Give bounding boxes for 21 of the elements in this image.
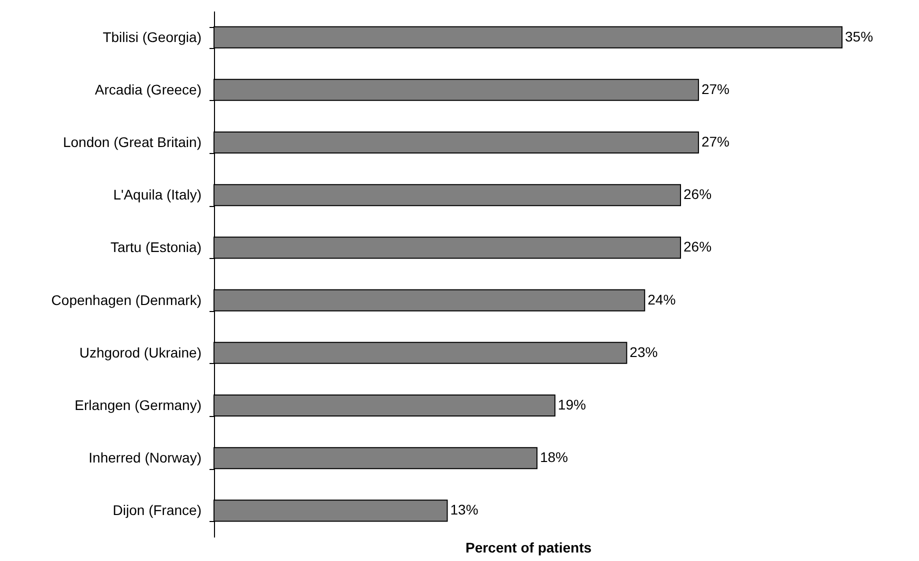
x-axis-title: Percent of patients [465,540,592,556]
y-tick-label: Tbilisi (Georgia) [102,28,202,45]
data-label: 26% [684,186,712,202]
data-label: 26% [684,238,712,255]
y-tick-label: Uzhgorod (Ukraine) [79,344,202,360]
y-tick-label: L'Aquila (Italy) [113,186,202,203]
data-label: 27% [701,134,730,150]
data-label: 13% [450,502,478,518]
y-tick-label: Dijon (France) [112,502,202,518]
data-label: 19% [558,396,586,412]
data-label: 35% [845,28,874,44]
y-tick-label: London (Great Britain) [62,134,202,150]
data-label: 23% [630,344,658,360]
data-label: 27% [701,80,730,97]
y-tick-label: Copenhagen (Denmark) [51,292,202,308]
y-tick-label: Arcadia (Greece) [94,81,202,98]
y-tick-label: Inherred (Norway) [88,450,202,466]
y-tick-label: Tartu (Estonia) [110,239,202,256]
data-label: 18% [540,449,568,466]
data-label: 24% [648,291,676,308]
y-tick-label: Erlangen (Germany) [74,397,202,413]
